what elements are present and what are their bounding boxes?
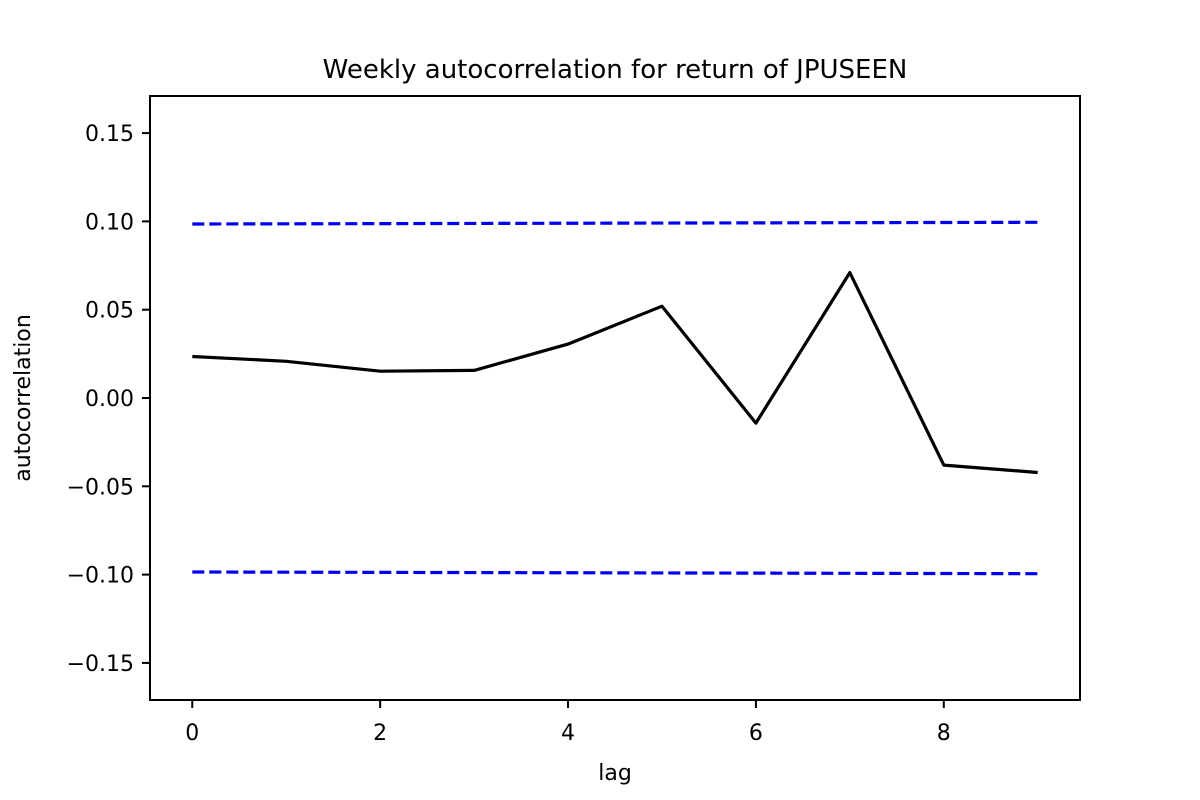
x-tick-label: 8 [937,721,951,746]
x-tick-label: 6 [749,721,763,746]
x-tick-label: 4 [561,721,575,746]
y-tick-label: 0.00 [85,387,134,412]
y-tick-label: 0.10 [85,210,134,235]
x-tick-label: 0 [185,721,199,746]
y-tick-label: −0.10 [67,564,134,589]
chart-title: Weekly autocorrelation for return of JPU… [323,55,908,85]
upper-confidence-bound-line [192,220,1038,226]
x-tick-label: 2 [373,721,387,746]
y-tick-label: −0.15 [67,652,134,677]
y-axis-label: autocorrelation [11,314,36,482]
y-tick-label: −0.05 [67,475,134,500]
autocorrelation-line [192,271,1038,475]
plot-area: 0 2 4 6 8 0.15 0.10 0.05 0.00 −0.05 −0.10 −0.15 [67,95,1081,746]
x-axis-label: lag [598,761,632,786]
y-tick-label: 0.15 [85,122,134,147]
y-tick-label: 0.05 [85,299,134,324]
lower-confidence-bound-line [192,570,1038,576]
